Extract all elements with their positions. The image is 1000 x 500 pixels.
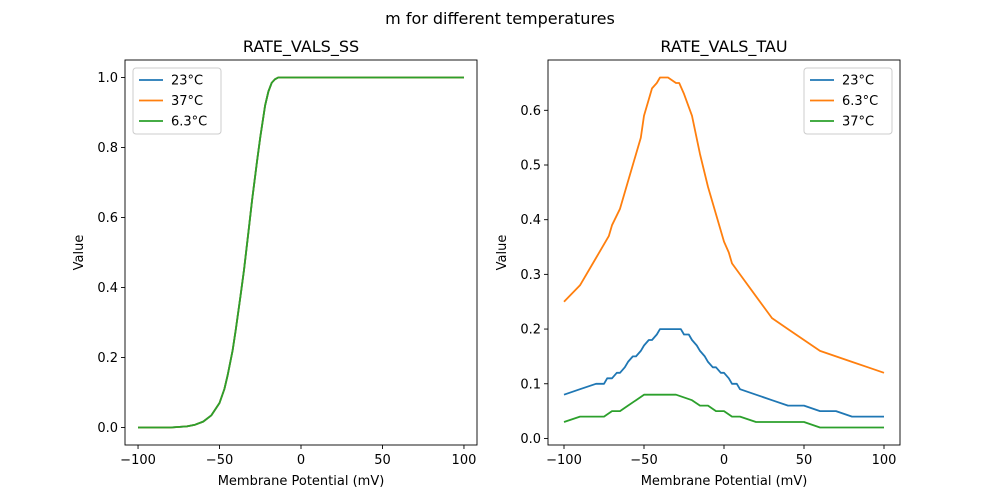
- panel-rate-vals-ss: RATE_VALS_SS −100 −50 0 50 100 0.0 0.2 0.4 0.6 0.8…: [72, 37, 478, 489]
- panel-title: RATE_VALS_SS: [243, 37, 359, 57]
- legend-label: 6.3°C: [171, 115, 207, 130]
- y-tick-label: 0.4: [97, 281, 118, 296]
- series-line-1: [563, 328, 884, 418]
- y-tick-label: 0.6: [520, 104, 541, 119]
- y-tick-label: 0.5: [520, 159, 541, 174]
- legend-label: 37°C: [842, 115, 874, 130]
- series-line-2: [563, 76, 885, 374]
- panel-title: RATE_VALS_TAU: [660, 37, 787, 57]
- y-tick-label: 0.6: [97, 211, 118, 226]
- legend: 23°C 37°C 6.3°C: [132, 67, 222, 135]
- x-tick-label: 0: [297, 453, 305, 468]
- y-tick-label: 0.4: [520, 213, 541, 228]
- legend-box: [132, 67, 222, 135]
- legend-label: 37°C: [171, 94, 203, 109]
- x-tick-label: −100: [120, 453, 156, 468]
- y-tick-label: 0.2: [520, 323, 541, 338]
- x-tick-label: −50: [206, 453, 233, 468]
- y-tick-label: 1.0: [97, 71, 118, 86]
- series-line-3: [563, 393, 884, 429]
- x-tick-label: −50: [630, 453, 657, 468]
- legend-label: 6.3°C: [842, 94, 878, 109]
- y-tick-label: 0.2: [97, 351, 118, 366]
- x-tick-label: −100: [546, 453, 582, 468]
- x-tick-label: 100: [872, 453, 897, 468]
- panel-rate-vals-tau: RATE_VALS_TAU −100 −50 0 50 100 0.0 0.1 0.2 0.3 0.…: [495, 37, 901, 489]
- y-tick-label: 0.3: [520, 268, 541, 283]
- legend-label: 23°C: [171, 74, 203, 89]
- x-tick-label: 0: [720, 453, 728, 468]
- y-tick-label: 0.0: [97, 421, 118, 436]
- y-tick-label: 0.0: [520, 432, 541, 447]
- y-axis-title: Value: [495, 235, 510, 271]
- y-axis-title: Value: [72, 235, 87, 271]
- y-tick-label: 0.8: [97, 141, 118, 156]
- x-axis-title: Membrane Potential (mV): [218, 474, 385, 489]
- figure-suptitle: m for different temperatures: [385, 9, 615, 28]
- legend: 23°C 6.3°C 37°C: [803, 67, 893, 135]
- x-tick-label: 50: [374, 453, 391, 468]
- x-axis-title: Membrane Potential (mV): [641, 474, 808, 489]
- y-tick-label: 0.1: [520, 377, 541, 392]
- series-line-3: [138, 76, 464, 429]
- x-tick-label: 100: [452, 453, 477, 468]
- x-tick-label: 50: [796, 453, 813, 468]
- legend-box: [803, 67, 893, 135]
- legend-label: 23°C: [842, 74, 874, 89]
